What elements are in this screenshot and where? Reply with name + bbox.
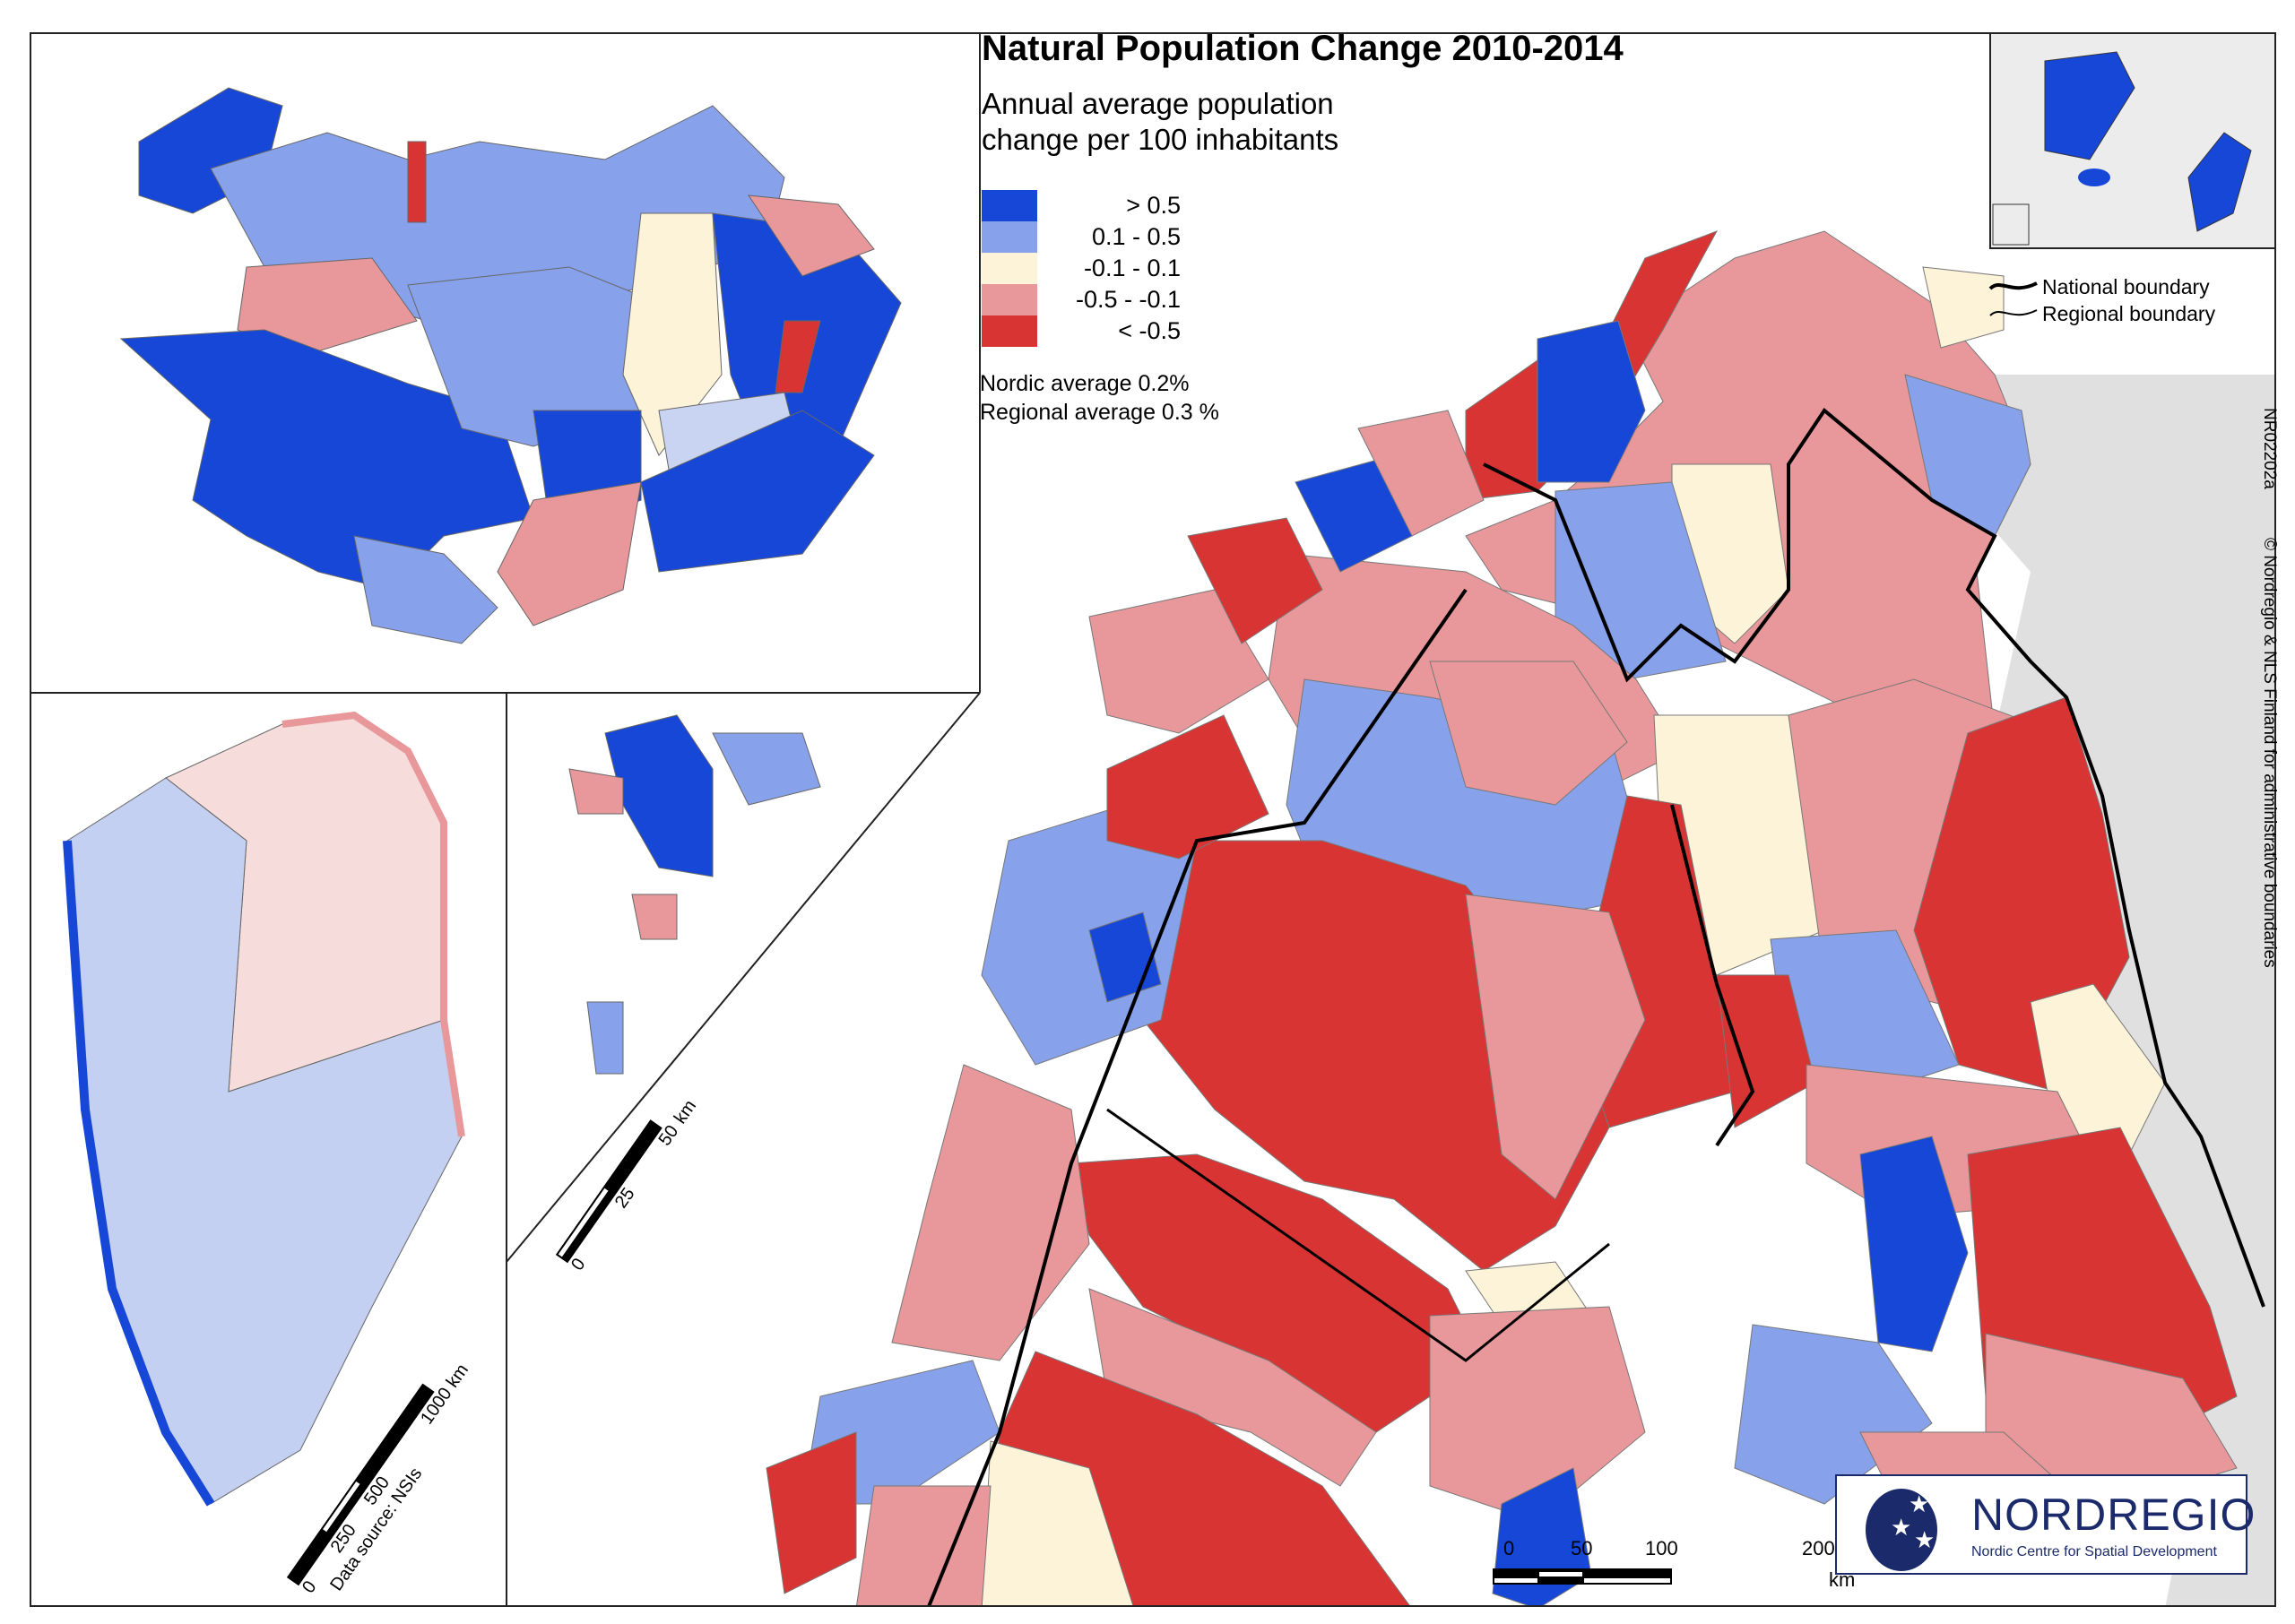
- legend-item: -0.5 - -0.1: [982, 284, 1184, 315]
- logo-tagline: Nordic Centre for Spatial Development: [1971, 1544, 2217, 1559]
- subtitle-line: change per 100 inhabitants: [982, 123, 1339, 156]
- svg-text:★: ★: [1909, 1491, 1929, 1518]
- legend-swatch: [982, 253, 1037, 284]
- scale-tick: 50: [1571, 1537, 1593, 1559]
- nordregio-emblem-icon: ★ ★ ★: [1866, 1489, 1937, 1571]
- legend-item: < -0.5: [982, 315, 1184, 347]
- regional-boundary-label: Regional boundary: [2042, 302, 2216, 325]
- national-boundary-icon: [1988, 281, 2038, 290]
- map-code: NR02202a: [2260, 408, 2279, 489]
- copyright: © Nordregio & NLS Finland for administra…: [2260, 538, 2279, 968]
- nordic-average: Nordic average 0.2%: [980, 371, 1190, 396]
- national-boundary-label: National boundary: [2042, 275, 2210, 298]
- svg-text:★: ★: [1914, 1527, 1935, 1554]
- national-boundary: [1483, 408, 2265, 1308]
- logo-name: NORDREGIO: [1971, 1490, 2256, 1540]
- iceland-regions: [119, 87, 902, 644]
- legend-swatch: [982, 284, 1037, 315]
- subtitle-line: Annual average population: [982, 87, 1334, 120]
- legend-label: 0.1 - 0.5: [1091, 223, 1181, 250]
- legend-item: -0.1 - 0.1: [982, 253, 1184, 284]
- legend-swatch: [982, 221, 1037, 253]
- legend-item: 0.1 - 0.5: [982, 221, 1184, 253]
- regional-boundary-icon: [1989, 309, 2038, 316]
- scale-tick: 100: [1645, 1537, 1678, 1559]
- map-frame: [30, 32, 2276, 1607]
- legend-label: -0.5 - -0.1: [1075, 286, 1181, 313]
- legend: > 0.5 0.1 - 0.5 -0.1 - 0.1 -0.5 - -0.1 <…: [982, 190, 1184, 347]
- boundary-legend: National boundary Regional boundary: [1988, 273, 2215, 327]
- svalbard-regions: [568, 714, 821, 1075]
- map-title: Natural Population Change 2010-2014: [982, 29, 1624, 68]
- averages: Nordic average 0.2% Regional average 0.3…: [980, 369, 1219, 427]
- scale-tick: 0: [1503, 1537, 1515, 1559]
- legend-label: -0.1 - 0.1: [1083, 255, 1181, 281]
- legend-swatch: [982, 315, 1037, 347]
- scale-bar: [1493, 1568, 1672, 1585]
- legend-label: < -0.5: [1118, 317, 1181, 344]
- map-canvas: [31, 34, 2274, 1605]
- greenland-regions: [63, 711, 465, 1507]
- nordregio-logo: ★ ★ ★ NORDREGIO Nordic Centre for Spatia…: [1835, 1474, 2255, 1575]
- map-subtitle: Annual average population change per 100…: [982, 86, 1338, 158]
- locator-map: [1989, 34, 2274, 249]
- legend-swatch: [982, 190, 1037, 221]
- mainland-regions: [766, 230, 2238, 1605]
- regional-average: Regional average 0.3 %: [980, 400, 1219, 425]
- svg-text:★: ★: [1891, 1515, 1911, 1542]
- legend-item: > 0.5: [982, 190, 1184, 221]
- scale-tick: 200: [1802, 1537, 1835, 1559]
- legend-label: > 0.5: [1126, 192, 1181, 219]
